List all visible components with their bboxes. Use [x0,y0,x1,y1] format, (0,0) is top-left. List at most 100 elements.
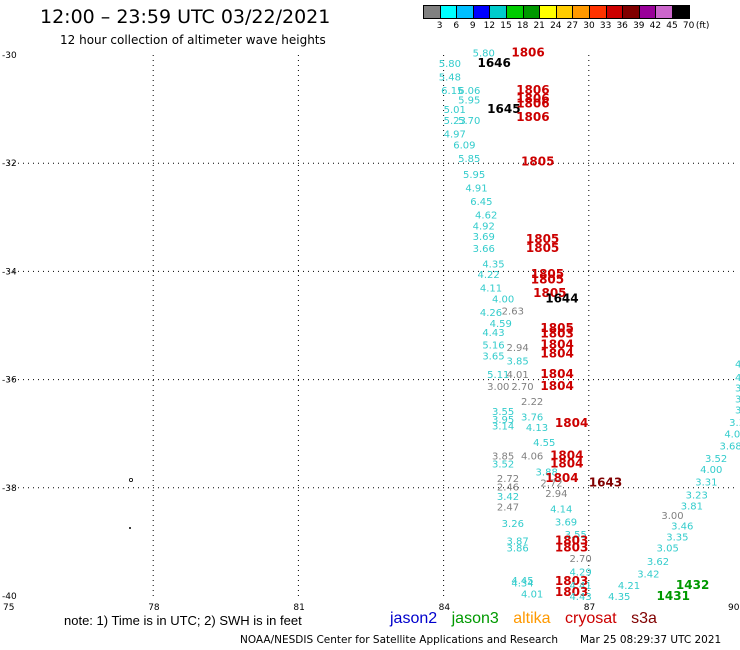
wave-height-label: 3.69 [473,232,495,243]
wave-height-label: 4.43 [569,592,591,603]
pass-time-label: 1805 [521,155,554,169]
pass-time-label: 1804 [540,379,573,393]
wave-height-label: 4.92 [473,221,495,232]
wave-height-label: 3.39 [729,418,740,429]
wave-height-label: 2.22 [521,397,543,408]
legend-color-bar [423,5,690,19]
wave-height-label: 6.45 [470,197,492,208]
pass-time-label: 1804 [545,471,578,485]
wave-height-label: 3.95 [492,415,514,426]
pass-time-label: 1805 [540,321,573,335]
wave-height-label: 5.80 [439,59,461,70]
lon-tick-label: 75 [3,603,14,613]
wave-height-label: 4.01 [507,370,529,381]
wave-height-label: 4.41 [569,581,591,592]
wave-height-label: 5.11 [487,370,509,381]
wave-height-label: 5.70 [458,116,480,127]
pass-time-label: 1803 [555,533,588,547]
lon-tick-label: 78 [148,603,160,613]
pass-time-label: 1432 [676,578,709,592]
lat-tick-label: -30 [2,51,17,61]
wave-height-label: 5.48 [439,73,461,84]
wave-height-label: 3.86 [507,543,529,554]
legend-label: 27 [566,21,579,31]
legend-label: 24 [550,21,562,31]
wave-height-label: 3.52 [705,454,727,465]
wave-height-label: 4 [735,359,740,370]
pass-time-label: 1805 [526,232,559,246]
satellite-s3a: s3a [631,610,657,627]
wave-height-label: 4.59 [490,319,512,330]
wave-height-label: 5.01 [444,105,466,116]
wave-height-label: 4.11 [480,284,502,295]
pass-time-label: 1804 [550,448,583,462]
island-dot [129,527,131,529]
pass-time-label: 1804 [540,347,573,361]
wave-height-label: 3.42 [637,569,659,580]
legend-label: 45 [666,21,678,31]
satellite-jason2: jason2 [390,610,438,627]
wave-height-label: 6.09 [453,140,475,151]
wave-height-label: 4.55 [533,438,555,449]
wave-height-label: 4.29 [569,568,591,579]
wave-height-label: 3.26 [502,519,524,530]
wave-height-label: 2.47 [497,503,519,514]
pass-time-label: 1806 [516,110,549,124]
legend-swatch [671,5,690,19]
wave-height-label: 4.35 [608,592,630,603]
wave-height-label: 3.42 [497,492,519,503]
wave-height-label: 3.46 [671,522,693,533]
satellite-jason3: jason3 [451,610,499,627]
pass-time-label: 1646 [477,56,510,70]
wave-height-label: 2.72 [497,474,519,485]
wave-height-label: 3.05 [657,543,679,554]
wave-height-label: 3.52 [492,459,514,470]
color-legend: 3 6 9 12 15 18 21 24 27 30 33 36 39 42 45 70 (ft) [423,5,709,33]
pass-time-label: 1806 [516,91,549,105]
wave-height-label: 4.21 [618,581,640,592]
pass-time-label: 1804 [550,456,583,470]
wave-height-label: 3.35 [666,532,688,543]
legend-label: 18 [516,21,529,31]
pass-time-label: 1806 [516,97,549,111]
wave-height-label: 4.35 [482,259,504,270]
wave-height-label: 3.23 [686,490,708,501]
legend-label: 70 [682,21,695,31]
wave-height-label: 3.65 [482,351,504,362]
wave-height-label: 3.72 [735,384,740,395]
wave-height-label: 3.14 [492,422,514,433]
pass-time-label: 1803 [555,574,588,588]
legend-label: 36 [616,21,628,31]
wave-height-label: 2.63 [502,306,524,317]
wave-height-label: 4.43 [482,328,504,339]
wave-height-label: 3.76 [521,412,543,423]
wave-height-label: 4.26 [480,308,502,319]
lon-tick-label: 90 [728,603,740,613]
footer: NOAA/NESDIS Center for Satellite Applica… [240,634,721,646]
satellite-cryosat: cryosat [565,610,617,627]
pass-time-label: 1805 [531,273,564,287]
pass-time-label: 1803 [555,585,588,599]
wave-height-label: 4.06 [521,451,543,462]
wave-height-label: 3.55 [492,407,514,418]
wave-height-label: 4.1 [735,373,740,384]
pass-time-label: 1431 [657,589,690,603]
island-marker [128,477,133,482]
wave-height-label: 2.72 [540,478,562,489]
wave-height-label: 3.87 [507,536,529,547]
wave-height-label: 3.55 [565,530,587,541]
satellite-legend: jason2 jason3 altika cryosat s3a [390,610,667,628]
pass-time-label: 1805 [526,241,559,255]
wave-height-label: 6.06 [458,86,480,97]
pass-time-label: 1644 [545,291,578,305]
lon-tick-label: 84 [439,603,451,613]
page-title: 12:00 – 23:59 UTC 03/22/2021 [40,6,331,28]
wave-height-label: 4.62 [475,211,497,222]
legend-label: 39 [633,21,645,31]
wave-height-label: 5.95 [458,95,480,106]
pass-time-label: 1806 [516,83,549,97]
legend-label: 42 [649,21,662,31]
